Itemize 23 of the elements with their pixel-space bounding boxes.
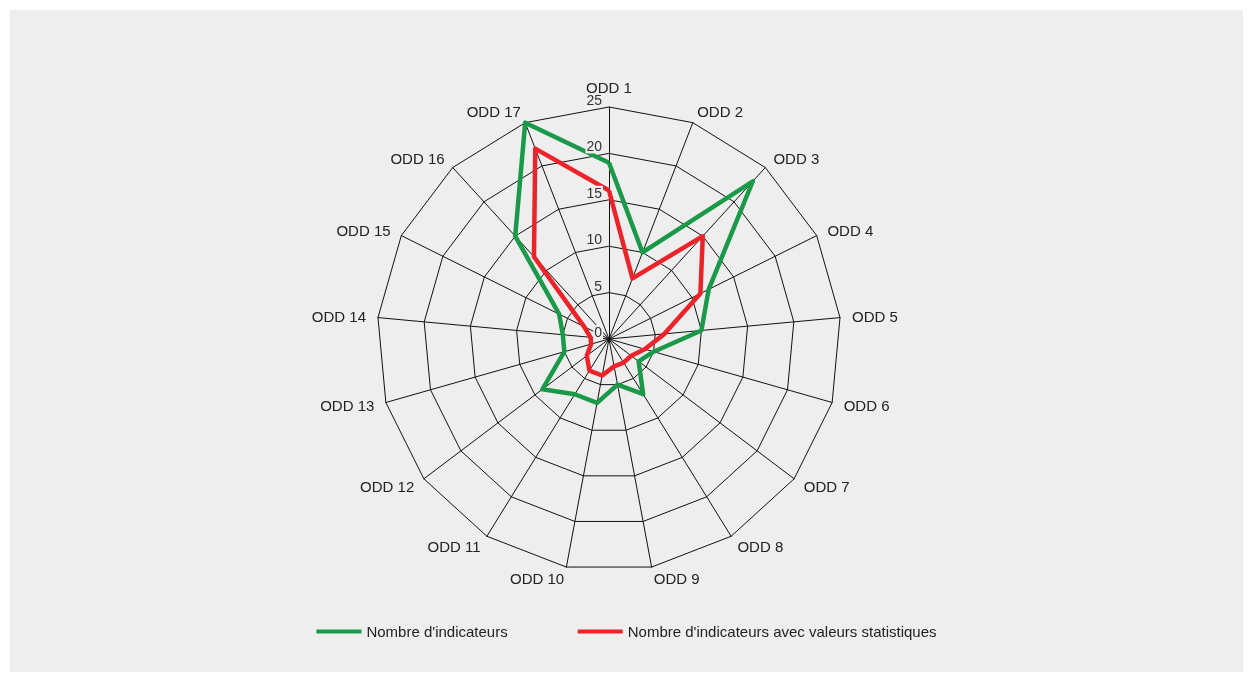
y-tick-label: 0	[594, 324, 603, 340]
legend-label: Nombre d'indicateurs avec valeurs statistiques	[627, 623, 937, 640]
spoke-label: ODD 7	[803, 477, 850, 495]
spoke-label: ODD 9	[653, 570, 700, 588]
spoke-label: ODD 17	[466, 102, 521, 120]
y-tick-label: 10	[586, 231, 603, 248]
spoke-label: ODD 5	[851, 307, 898, 325]
spoke-label: ODD 15	[336, 221, 391, 239]
y-tick-label: 20	[586, 138, 603, 155]
spoke-label: ODD 14	[311, 307, 367, 325]
legend-label: Nombre d'indicateurs	[366, 623, 508, 640]
spoke-label: ODD 16	[390, 150, 445, 168]
spoke-label: ODD 8	[737, 537, 784, 555]
spoke-label: ODD 12	[360, 477, 415, 495]
y-tick-label: 15	[586, 184, 603, 201]
spoke-label: ODD 6	[843, 397, 890, 415]
spoke-label: ODD 11	[427, 537, 481, 555]
spoke-label: ODD 13	[320, 397, 375, 415]
spoke-label: ODD 3	[773, 150, 820, 168]
y-tick-label: 5	[594, 277, 603, 294]
spoke-label: ODD 10	[509, 570, 565, 588]
spoke-label: ODD 2	[697, 102, 743, 120]
spoke-label: ODD 4	[827, 221, 874, 239]
